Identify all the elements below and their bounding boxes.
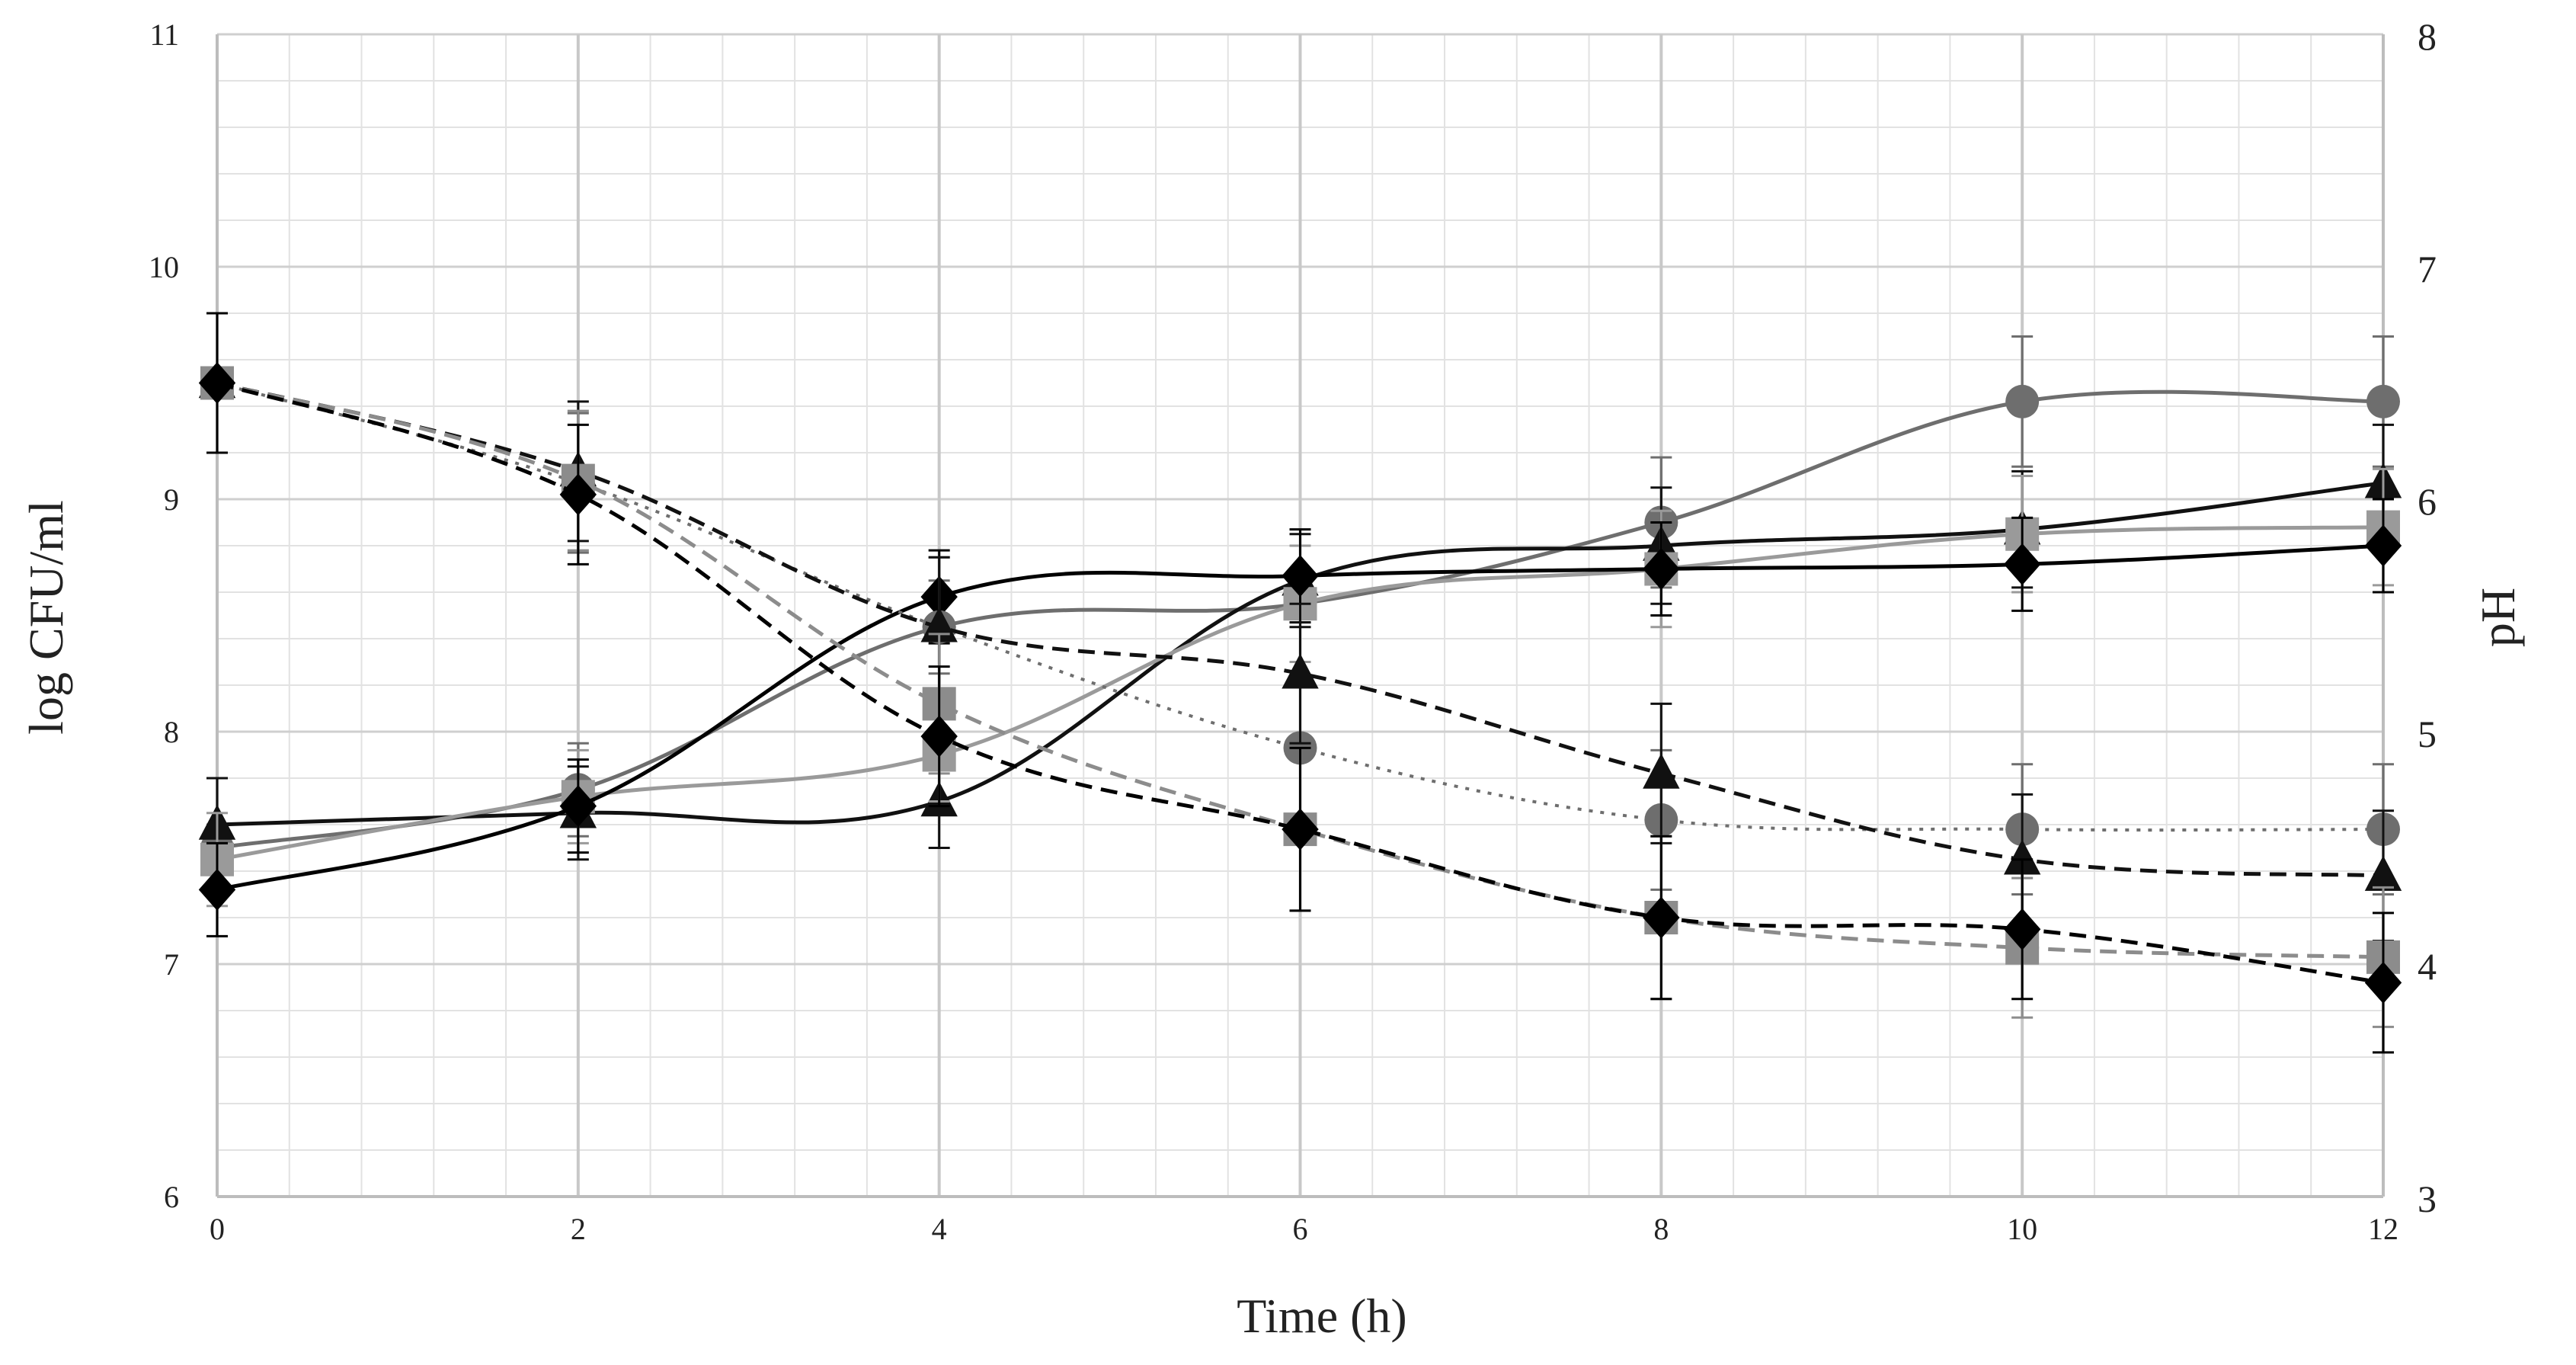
y2-tick-label: 8 — [2418, 15, 2437, 58]
data-point — [1282, 653, 1319, 689]
data-point — [1643, 753, 1680, 789]
data-point — [920, 715, 958, 758]
y-tick-label: 6 — [164, 1180, 179, 1214]
x-tick-label: 10 — [2007, 1212, 2037, 1246]
data-point — [1643, 548, 1680, 590]
x-tick-label: 0 — [210, 1212, 225, 1246]
x-tick-label: 12 — [2368, 1212, 2398, 1246]
series-group — [198, 312, 2402, 1054]
data-point — [198, 362, 236, 404]
y2-tick-label: 7 — [2418, 248, 2437, 290]
y-tick-label: 9 — [164, 482, 179, 517]
y-tick-label: 8 — [164, 715, 179, 749]
series-3 — [198, 498, 2402, 937]
y2-axis-title: pH — [2471, 588, 2525, 647]
data-point — [2364, 961, 2402, 1004]
y2-tick-label: 4 — [2418, 945, 2437, 988]
data-point — [2364, 855, 2402, 891]
data-point — [2366, 384, 2400, 418]
axes: 0 2 4 6 8 10 12 6 7 8 9 10 11 3 4 5 6 7 8 — [149, 15, 2437, 1246]
data-point — [2003, 908, 2041, 950]
series-7 — [198, 312, 2402, 1054]
y-tick-label: 7 — [164, 947, 179, 982]
data-point — [2364, 524, 2402, 567]
y-tick-label: 11 — [149, 18, 179, 52]
data-point — [559, 785, 597, 828]
y-tick-label: 10 — [149, 250, 179, 284]
x-tick-label: 2 — [571, 1212, 586, 1246]
data-point — [1282, 555, 1319, 598]
data-point — [1643, 896, 1680, 939]
data-point — [1282, 808, 1319, 851]
data-point — [2003, 543, 2041, 585]
y2-tick-label: 6 — [2418, 480, 2437, 523]
x-tick-label: 8 — [1653, 1212, 1669, 1246]
data-point — [2003, 839, 2041, 875]
x-tick-label: 4 — [932, 1212, 947, 1246]
data-point — [2005, 384, 2040, 418]
data-point — [559, 473, 597, 516]
y2-tick-label: 3 — [2418, 1178, 2437, 1220]
y-axis-title: log CFU/ml — [19, 500, 73, 735]
x-axis-title: Time (h) — [1237, 1289, 1406, 1343]
x-tick-label: 6 — [1293, 1212, 1308, 1246]
y2-tick-label: 5 — [2418, 713, 2437, 755]
data-point — [198, 868, 236, 911]
